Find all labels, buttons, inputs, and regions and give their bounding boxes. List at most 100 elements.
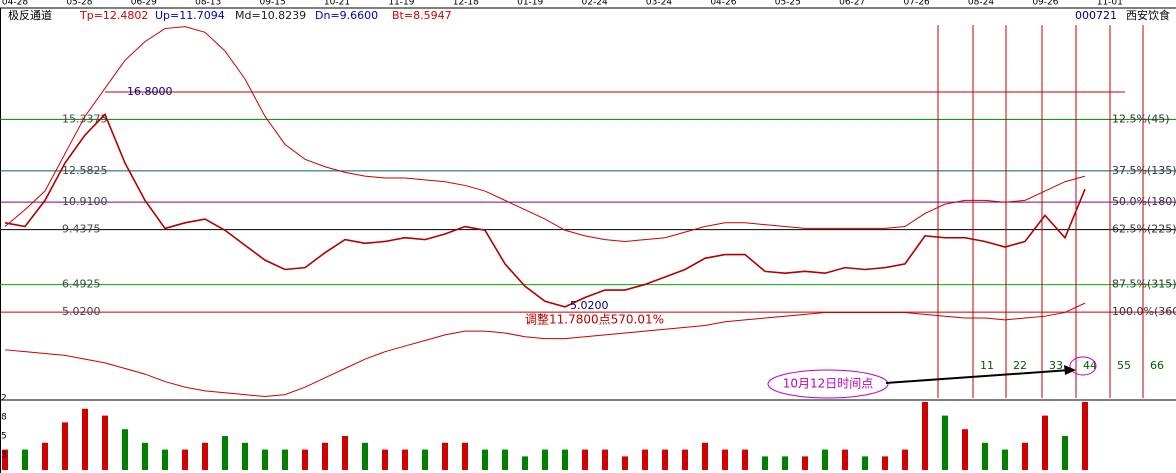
volume-bar [1082, 402, 1088, 470]
low-annotation: 5.0200 [570, 299, 609, 312]
date-label: 04-26 [710, 0, 736, 8]
level-percent: 87.5%(315) [1112, 278, 1176, 291]
volume-bar [522, 456, 528, 470]
date-label: 09-26 [1032, 0, 1058, 8]
volume-bar [1062, 436, 1068, 470]
volume-axis-label: 3 [1, 451, 7, 461]
date-label: 06-27 [839, 0, 865, 8]
volume-bar [822, 449, 828, 470]
volume-bar [962, 429, 968, 470]
time-point-ellipse [767, 369, 889, 399]
level-percent: 62.5%(225) [1112, 223, 1176, 236]
volume-bar [142, 442, 148, 470]
volume-bar [322, 442, 328, 470]
level-percent: 100.0%(360) [1112, 305, 1176, 318]
volume-bar [282, 449, 288, 470]
cycle-label: 44 [1083, 359, 1097, 372]
volume-bar [902, 449, 908, 470]
volume-bar [342, 436, 348, 470]
level-label: 9.4375 [62, 223, 101, 236]
volume-bar [442, 442, 448, 470]
volume-bar [722, 449, 728, 470]
volume-bar [942, 415, 948, 470]
volume-bar [242, 442, 248, 470]
volume-bar [82, 408, 88, 470]
volume-bar [562, 449, 568, 470]
level-percent: 37.5%(135) [1112, 164, 1176, 177]
volume-bar [922, 402, 928, 470]
volume-bar [802, 456, 808, 470]
volume-bar [582, 449, 588, 470]
volume-bar [402, 449, 408, 470]
volume-bar [1042, 415, 1048, 470]
volume-bar [102, 415, 108, 470]
volume-bar [302, 449, 308, 470]
date-label: 09-15 [260, 0, 286, 8]
date-label: 10-21 [324, 0, 350, 8]
volume-bar [62, 422, 68, 470]
cycle-label: 66 [1150, 359, 1164, 372]
volume-bar [182, 449, 188, 470]
adjust-annotation: 调整11.7800点570.01% [525, 312, 664, 327]
stock-name: 西安饮食 [1126, 8, 1170, 22]
volume-bar [42, 442, 48, 470]
volume-bar [682, 449, 688, 470]
volume-bar [862, 456, 868, 470]
level-label: 12.5825 [62, 164, 108, 177]
volume-bar [982, 442, 988, 470]
volume-axis-label: 5 [1, 432, 7, 442]
level-label: 6.4925 [62, 278, 101, 291]
volume-bar [462, 442, 468, 470]
volume-bar [2, 449, 8, 470]
volume-bar [542, 449, 548, 470]
volume-bar [482, 449, 488, 470]
volume-bar [602, 449, 608, 470]
level-label: 5.0200 [62, 305, 101, 318]
volume-bar [262, 449, 268, 470]
level-label: 10.9100 [62, 195, 108, 208]
volume-bar [662, 449, 668, 470]
volume-bar [1002, 449, 1008, 470]
time-point-annotation: 10月12日时间点 [783, 377, 874, 391]
date-label: 03-24 [646, 0, 672, 8]
volume-bar [842, 449, 848, 470]
date-label: 08-24 [968, 0, 994, 8]
indicator-title: 极反通道 [8, 8, 52, 22]
indicator-param: Bt=8.5947 [392, 9, 452, 22]
date-label: 07-26 [904, 0, 930, 8]
indicator-param: Dn=9.6600 [315, 9, 378, 22]
date-label: 11-01 [1097, 0, 1123, 8]
date-label: 06-29 [131, 0, 157, 8]
indicator-param: Tp=12.4802 [79, 9, 148, 22]
volume-bar [22, 449, 28, 470]
indicator-param: Md=10.8239 [235, 9, 306, 22]
volume-bar [762, 456, 768, 470]
level-label: 16.8000 [127, 85, 173, 98]
date-label: 08-13 [195, 0, 221, 8]
volume-bar [882, 456, 888, 470]
date-label: 11-19 [388, 0, 414, 8]
cycle-label: 55 [1117, 359, 1131, 372]
series-line [4, 26, 1086, 242]
level-percent: 50.0%(180) [1112, 195, 1176, 208]
cycle-highlight [1069, 356, 1097, 376]
date-label: 02-24 [582, 0, 608, 8]
volume-bar [702, 442, 708, 470]
volume-bar [782, 456, 788, 470]
volume-bar [222, 436, 228, 470]
date-label: 04-28 [2, 0, 28, 8]
volume-bar [122, 429, 128, 470]
volume-bar [382, 449, 388, 470]
arrow-head [1064, 365, 1076, 375]
volume-bar [1022, 442, 1028, 470]
volume-bar [362, 442, 368, 470]
volume-axis-label: 2 [1, 394, 7, 404]
volume-bar [742, 449, 748, 470]
cycle-label: 33 [1049, 359, 1063, 372]
volume-bar [642, 449, 648, 470]
date-label: 05-28 [66, 0, 92, 8]
indicator-param: Up=11.7094 [155, 9, 225, 22]
stock-code: 000721 [1075, 9, 1117, 22]
cycle-label: 11 [980, 359, 994, 372]
